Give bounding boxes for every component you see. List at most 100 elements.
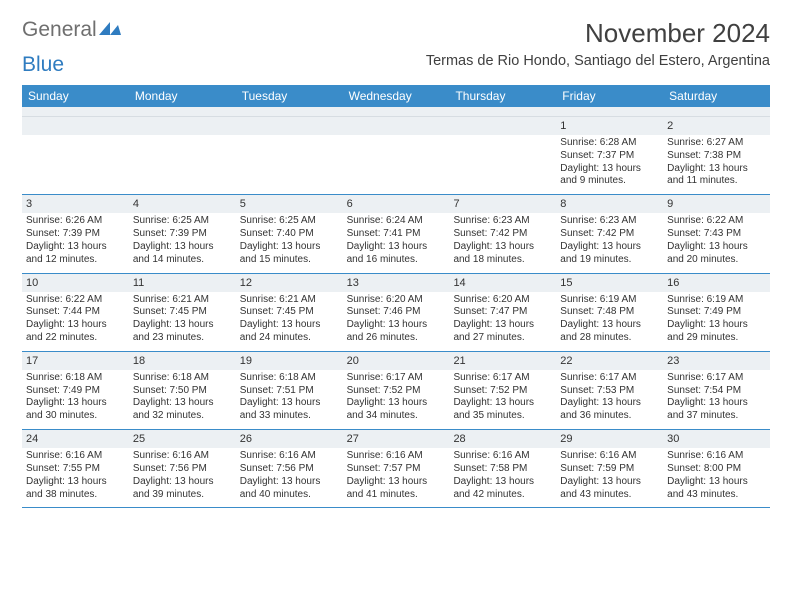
dow-cell: Tuesday xyxy=(236,85,343,107)
calendar-grid: SundayMondayTuesdayWednesdayThursdayFrid… xyxy=(22,85,770,508)
day-cell: 27Sunrise: 6:16 AMSunset: 7:57 PMDayligh… xyxy=(343,430,450,508)
week-row: 3Sunrise: 6:26 AMSunset: 7:39 PMDaylight… xyxy=(22,195,770,273)
day-cell: 24Sunrise: 6:16 AMSunset: 7:55 PMDayligh… xyxy=(22,430,129,508)
header-spacer xyxy=(22,107,770,117)
sunrise-line: Sunrise: 6:23 AM xyxy=(453,215,552,228)
sunrise-line: Sunrise: 6:16 AM xyxy=(347,450,446,463)
day-of-week-header: SundayMondayTuesdayWednesdayThursdayFrid… xyxy=(22,85,770,107)
day-number: 27 xyxy=(343,430,450,448)
daylight-line-1: Daylight: 13 hours xyxy=(240,397,339,410)
daylight-line-2: and 38 minutes. xyxy=(26,489,125,502)
sunset-line: Sunset: 7:39 PM xyxy=(26,228,125,241)
sunset-line: Sunset: 7:56 PM xyxy=(240,463,339,476)
day-cell: 4Sunrise: 6:25 AMSunset: 7:39 PMDaylight… xyxy=(129,195,236,273)
day-number: 13 xyxy=(343,274,450,292)
daylight-line-1: Daylight: 13 hours xyxy=(453,476,552,489)
sunrise-line: Sunrise: 6:16 AM xyxy=(560,450,659,463)
daylight-line-2: and 41 minutes. xyxy=(347,489,446,502)
day-cell: 8Sunrise: 6:23 AMSunset: 7:42 PMDaylight… xyxy=(556,195,663,273)
sunset-line: Sunset: 7:46 PM xyxy=(347,306,446,319)
daylight-line-1: Daylight: 13 hours xyxy=(347,241,446,254)
sunrise-line: Sunrise: 6:20 AM xyxy=(347,294,446,307)
day-cell: 23Sunrise: 6:17 AMSunset: 7:54 PMDayligh… xyxy=(663,352,770,430)
daylight-line-1: Daylight: 13 hours xyxy=(133,476,232,489)
sunset-line: Sunset: 7:51 PM xyxy=(240,385,339,398)
sunrise-line: Sunrise: 6:18 AM xyxy=(240,372,339,385)
daylight-line-2: and 23 minutes. xyxy=(133,332,232,345)
daylight-line-1: Daylight: 13 hours xyxy=(347,319,446,332)
week-row: 24Sunrise: 6:16 AMSunset: 7:55 PMDayligh… xyxy=(22,430,770,508)
sunset-line: Sunset: 7:56 PM xyxy=(133,463,232,476)
day-cell: 12Sunrise: 6:21 AMSunset: 7:45 PMDayligh… xyxy=(236,274,343,352)
sunset-line: Sunset: 7:45 PM xyxy=(133,306,232,319)
day-number: 6 xyxy=(343,195,450,213)
day-number: 3 xyxy=(22,195,129,213)
daylight-line-1: Daylight: 13 hours xyxy=(240,476,339,489)
day-number: 21 xyxy=(449,352,556,370)
day-number: 1 xyxy=(556,117,663,135)
sunset-line: Sunset: 7:53 PM xyxy=(560,385,659,398)
sunrise-line: Sunrise: 6:18 AM xyxy=(133,372,232,385)
day-number: 9 xyxy=(663,195,770,213)
day-number: 4 xyxy=(129,195,236,213)
day-number: 25 xyxy=(129,430,236,448)
daylight-line-2: and 22 minutes. xyxy=(26,332,125,345)
daylight-line-1: Daylight: 13 hours xyxy=(560,476,659,489)
daylight-line-2: and 16 minutes. xyxy=(347,254,446,267)
day-number: 18 xyxy=(129,352,236,370)
week-row: 17Sunrise: 6:18 AMSunset: 7:49 PMDayligh… xyxy=(22,352,770,430)
daylight-line-1: Daylight: 13 hours xyxy=(560,397,659,410)
sunrise-line: Sunrise: 6:25 AM xyxy=(240,215,339,228)
calendar-page: General November 2024 Termas de Rio Hond… xyxy=(0,0,792,520)
sunset-line: Sunset: 7:52 PM xyxy=(347,385,446,398)
sunrise-line: Sunrise: 6:16 AM xyxy=(240,450,339,463)
day-cell: 2Sunrise: 6:27 AMSunset: 7:38 PMDaylight… xyxy=(663,117,770,195)
daylight-line-1: Daylight: 13 hours xyxy=(240,241,339,254)
day-number: 22 xyxy=(556,352,663,370)
sunset-line: Sunset: 7:48 PM xyxy=(560,306,659,319)
day-number: 15 xyxy=(556,274,663,292)
day-cell: 21Sunrise: 6:17 AMSunset: 7:52 PMDayligh… xyxy=(449,352,556,430)
empty-day-cell xyxy=(236,117,343,195)
day-number: 23 xyxy=(663,352,770,370)
sunrise-line: Sunrise: 6:16 AM xyxy=(453,450,552,463)
triangle-icon xyxy=(99,18,121,42)
daylight-line-2: and 18 minutes. xyxy=(453,254,552,267)
daylight-line-2: and 32 minutes. xyxy=(133,410,232,423)
daynum-bar-empty xyxy=(343,117,450,135)
location-text: Termas de Rio Hondo, Santiago del Estero… xyxy=(426,53,770,69)
daylight-line-1: Daylight: 13 hours xyxy=(240,319,339,332)
sunrise-line: Sunrise: 6:17 AM xyxy=(347,372,446,385)
daynum-bar-empty xyxy=(22,117,129,135)
daylight-line-1: Daylight: 13 hours xyxy=(133,397,232,410)
daylight-line-2: and 27 minutes. xyxy=(453,332,552,345)
daylight-line-1: Daylight: 13 hours xyxy=(347,397,446,410)
sunset-line: Sunset: 7:40 PM xyxy=(240,228,339,241)
day-number: 12 xyxy=(236,274,343,292)
daylight-line-2: and 26 minutes. xyxy=(347,332,446,345)
week-row: 1Sunrise: 6:28 AMSunset: 7:37 PMDaylight… xyxy=(22,117,770,195)
sunset-line: Sunset: 7:45 PM xyxy=(240,306,339,319)
sunset-line: Sunset: 7:39 PM xyxy=(133,228,232,241)
dow-cell: Saturday xyxy=(663,85,770,107)
daylight-line-1: Daylight: 13 hours xyxy=(26,241,125,254)
sunrise-line: Sunrise: 6:22 AM xyxy=(26,294,125,307)
daylight-line-2: and 14 minutes. xyxy=(133,254,232,267)
daylight-line-1: Daylight: 13 hours xyxy=(26,476,125,489)
day-cell: 13 Sunrise: 6:20 AMSunset: 7:46 PMDayligh… xyxy=(343,274,450,352)
weeks-container: 1Sunrise: 6:28 AMSunset: 7:37 PMDaylight… xyxy=(22,117,770,508)
daylight-line-1: Daylight: 13 hours xyxy=(560,319,659,332)
daylight-line-2: and 15 minutes. xyxy=(240,254,339,267)
sunset-line: Sunset: 7:42 PM xyxy=(453,228,552,241)
sunset-line: Sunset: 7:43 PM xyxy=(667,228,766,241)
daylight-line-1: Daylight: 13 hours xyxy=(133,241,232,254)
day-cell: 16Sunrise: 6:19 AMSunset: 7:49 PMDayligh… xyxy=(663,274,770,352)
daylight-line-1: Daylight: 13 hours xyxy=(560,163,659,176)
daylight-line-2: and 29 minutes. xyxy=(667,332,766,345)
daylight-line-2: and 39 minutes. xyxy=(133,489,232,502)
day-number: 19 xyxy=(236,352,343,370)
day-cell: 30Sunrise: 6:16 AMSunset: 8:00 PMDayligh… xyxy=(663,430,770,508)
sunrise-line: Sunrise: 6:16 AM xyxy=(26,450,125,463)
daynum-bar-empty xyxy=(449,117,556,135)
sunrise-line: Sunrise: 6:16 AM xyxy=(133,450,232,463)
